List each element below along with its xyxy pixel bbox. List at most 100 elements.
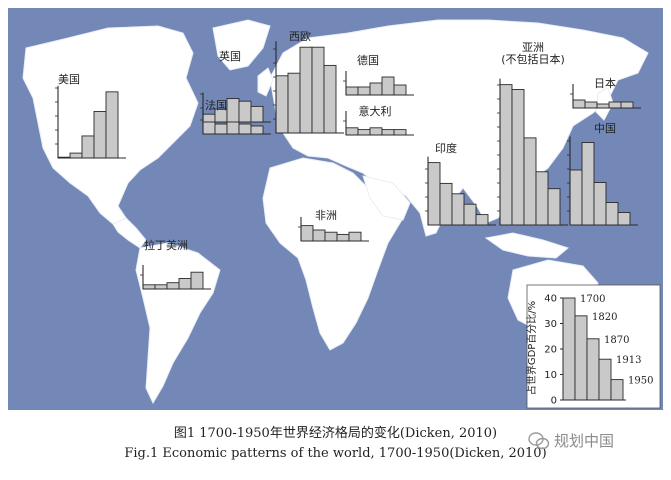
bar-india-1700: [427, 162, 441, 226]
bar-uk-1870: [226, 98, 240, 123]
bar-africa-1820: [312, 229, 326, 242]
bar-china-1700: [569, 169, 583, 226]
bar-usa-1913: [93, 110, 107, 159]
bar-asia-ex-japan-1700: [499, 84, 513, 226]
chart-label-asia-ex-japan: (不包括日本): [501, 52, 565, 66]
legend-year-label: 1870: [604, 335, 629, 346]
bar-chart-africa: 非洲: [298, 209, 369, 242]
figure-caption-cn: 图1 1700-1950年世界经济格局的变化(Dicken, 2010): [173, 426, 498, 441]
bar-asia-ex-japan-1870: [523, 137, 537, 226]
bar-japan-1700: [572, 99, 586, 109]
bar-africa-1700: [300, 225, 314, 242]
world-map-figure: 美国 英国 西欧德国法国 意大利印度 亚洲 (不包括日本) 日本中国非洲拉丁美洲 0 10 20 3…: [8, 8, 663, 410]
figure-caption-en: Fig.1 Economic patterns of the world, 17…: [124, 446, 547, 461]
bar-chart-japan: 日本: [570, 76, 641, 109]
bar-western-europe-1820: [287, 72, 301, 134]
bar-china-1913: [605, 202, 619, 226]
legend-ylabel: 占世界GDP百分比/%: [525, 301, 538, 395]
bar-france-1950: [250, 125, 264, 135]
bar-germany-1913: [381, 76, 395, 96]
legend-bar: [610, 379, 624, 401]
bar-chart-italy: 意大利: [343, 104, 414, 136]
legend-year-label: 1913: [616, 355, 641, 366]
bar-japan-1913: [608, 101, 622, 109]
bar-italy-1870: [369, 127, 383, 136]
bar-chart-india: 印度: [425, 141, 496, 226]
bar-chart-germany: 德国: [343, 53, 414, 96]
bar-africa-1870: [324, 231, 338, 242]
bar-latin-america-1700: [142, 284, 156, 290]
bar-chart-asia-ex-japan: 亚洲(不包括日本): [497, 41, 568, 226]
bar-western-europe-1913: [311, 46, 325, 134]
legend-ytick-label: 10: [544, 370, 557, 381]
arabia-landmass: [362, 175, 411, 221]
bar-africa-1950: [348, 231, 362, 242]
bar-italy-1820: [357, 129, 371, 136]
bar-chart-china: 中国: [567, 122, 638, 226]
bar-asia-ex-japan-1820: [511, 89, 525, 226]
chart-label-usa: 美国: [58, 73, 80, 86]
central-america-landmass: [112, 217, 147, 249]
bar-japan-1870: [596, 103, 610, 109]
bar-japan-1820: [584, 101, 598, 109]
chart-label-africa: 非洲: [315, 209, 337, 222]
wechat-icon: [528, 431, 550, 449]
chart-label-italy: 意大利: [359, 104, 392, 118]
chart-label-western-europe: 西欧: [289, 30, 311, 43]
bar-france-1913: [238, 123, 252, 135]
chart-label-germany: 德国: [357, 53, 379, 67]
bar-latin-america-1820: [154, 284, 168, 290]
legend-year-label: 1820: [592, 312, 617, 323]
legend-ytick-label: 30: [544, 319, 557, 330]
chart-label-latin-america: 拉丁美洲: [144, 238, 188, 252]
bar-germany-1820: [357, 86, 371, 96]
legend-ytick-label: 0: [551, 396, 557, 407]
chart-label-india: 印度: [435, 141, 457, 155]
bar-italy-1950: [393, 129, 407, 136]
bar-china-1820: [581, 142, 595, 226]
chart-label-japan: 日本: [594, 76, 616, 90]
bar-france-1820: [214, 123, 228, 135]
bar-france-1700: [202, 121, 216, 135]
legend-ytick-label: 40: [544, 294, 557, 305]
bar-india-1820: [439, 182, 453, 226]
chart-label-france: 法国: [205, 98, 227, 112]
legend-bar: [586, 338, 600, 401]
bar-india-1870: [451, 193, 465, 226]
bar-india-1950: [475, 214, 489, 226]
legend-bar: [562, 297, 576, 401]
bar-chart-western-europe: 西欧: [273, 30, 344, 134]
bar-france-1870: [226, 121, 240, 135]
legend-bar: [598, 358, 612, 401]
bar-chart-latin-america: 拉丁美洲: [140, 238, 211, 290]
bar-germany-1950: [393, 84, 407, 96]
uk-landmass: [257, 67, 274, 97]
bar-italy-1700: [345, 127, 359, 136]
bar-chart-usa: 美国: [55, 73, 126, 159]
legend-ytick-label: 20: [544, 345, 557, 356]
bar-china-1870: [593, 182, 607, 226]
bar-usa-1950: [105, 91, 119, 159]
bar-uk-1913: [238, 100, 252, 123]
bar-latin-america-1913: [178, 278, 192, 290]
bar-uk-1950: [250, 105, 264, 123]
bar-uk-1700: [202, 113, 216, 123]
chart-label-china: 中国: [594, 122, 616, 135]
legend-year-label: 1700: [580, 294, 605, 305]
greenland-landmass: [212, 19, 271, 71]
bar-chart-legend: 0 10 20 30 40 占世界GDP百分比/% 1700 1820 1870 1913 1950: [525, 284, 661, 409]
bar-india-1913: [463, 203, 477, 226]
bar-western-europe-1950: [323, 64, 337, 134]
bar-chart-uk: 英国: [200, 49, 271, 123]
chart-label-uk: 英国: [219, 49, 241, 63]
bar-japan-1950: [620, 101, 634, 109]
africa-landmass: [262, 157, 404, 351]
chart-label-asia-ex-japan: 亚洲: [522, 41, 544, 54]
bar-western-europe-1870: [299, 46, 313, 134]
bar-asia-ex-japan-1913: [535, 171, 549, 226]
legend-year-label: 1950: [628, 376, 653, 387]
bar-latin-america-1950: [190, 271, 204, 290]
bar-china-1950: [617, 212, 631, 226]
